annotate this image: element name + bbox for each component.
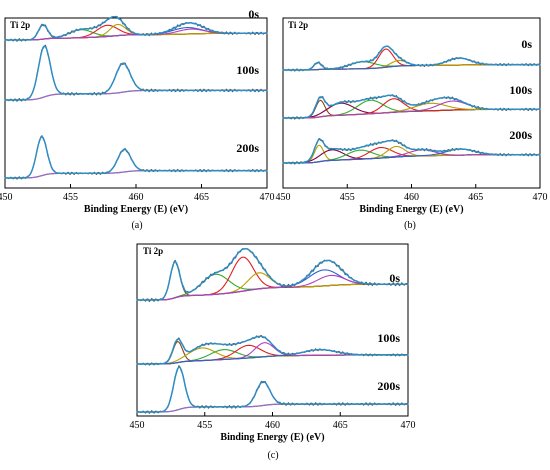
time-label: 100s	[377, 331, 400, 345]
fit-component-4	[136, 272, 409, 301]
plot-frame	[4, 17, 268, 189]
fit-component-6	[136, 349, 409, 365]
fit-component-3	[136, 349, 409, 365]
plot-frame	[136, 243, 409, 417]
x-axis-title: Binding Energy (E) (eV)	[84, 204, 188, 215]
panel-title: Ti 2p	[10, 20, 30, 30]
x-tick-label: 450	[0, 192, 13, 203]
x-axis-title: Binding Energy (E) (eV)	[359, 204, 463, 215]
background-line	[4, 89, 268, 101]
x-tick-label: 465	[468, 192, 483, 203]
envelope-line	[4, 15, 268, 41]
spectrum-100s: 100s	[4, 44, 268, 102]
x-tick-label: 455	[340, 192, 355, 203]
x-tick-label: 465	[333, 420, 348, 431]
spectrum-100s: 100s	[282, 83, 541, 120]
spectrum-0s: 0s	[4, 7, 268, 42]
x-axis-title: Binding Energy (E) (eV)	[220, 432, 324, 443]
x-tick-label: 460	[404, 192, 419, 203]
chart-panel-b: 450 455 460 465 470 Binding Energy (E) (eV) Ti…	[276, 17, 548, 231]
fit-component-4	[4, 23, 268, 41]
time-label: 200s	[236, 141, 259, 155]
spectrum-200s: 200s	[136, 365, 409, 414]
x-tick-label: 455	[197, 420, 212, 431]
chart-panel-a: 450 455 460 465 470 Binding Energy (E) (eV) Ti…	[0, 7, 275, 231]
raw-data-line	[136, 365, 409, 414]
envelope-line	[136, 247, 409, 301]
x-tick-label: 460	[129, 192, 144, 203]
raw-data-line	[282, 45, 541, 72]
raw-data-line	[4, 15, 268, 42]
raw-data-line	[282, 94, 541, 120]
background-line	[136, 403, 409, 413]
envelope-line	[282, 138, 541, 164]
time-label: 0s	[389, 271, 400, 285]
background-line	[4, 169, 268, 179]
spectrum-0s: 0s	[136, 247, 409, 303]
envelope-line	[136, 366, 409, 413]
envelope-line	[282, 45, 541, 71]
envelope-line	[4, 135, 268, 179]
plot-frame	[282, 17, 541, 189]
chart-panel-c: 450 455 460 465 470 Binding Energy (E) (eV) Ti…	[130, 243, 416, 461]
x-tick-label: 450	[130, 420, 145, 431]
panel-caption: (c)	[267, 450, 278, 461]
x-tick-label: 470	[533, 192, 548, 203]
spectrum-100s: 100s	[136, 331, 409, 366]
x-tick-label: 470	[401, 420, 416, 431]
time-label: 200s	[377, 379, 400, 393]
fit-component-1	[4, 24, 268, 41]
fit-component-7	[282, 148, 541, 164]
time-label: 200s	[509, 128, 532, 142]
x-tick-label: 465	[194, 192, 209, 203]
envelope-line	[136, 335, 409, 365]
time-label: 0s	[521, 37, 532, 51]
panel-caption: (b)	[404, 220, 416, 231]
x-tick-label: 460	[265, 420, 280, 431]
spectrum-200s: 200s	[4, 135, 268, 180]
raw-data-line	[4, 44, 268, 102]
time-label: 100s	[236, 63, 259, 77]
envelope-line	[4, 45, 268, 101]
x-tick-label: 470	[260, 192, 275, 203]
fit-component-2	[4, 148, 268, 179]
fit-component-2	[4, 62, 268, 101]
spectrum-200s: 200s	[282, 128, 541, 165]
fit-component-1	[4, 45, 268, 101]
fit-component-3	[136, 256, 409, 301]
envelope-line	[282, 94, 541, 119]
spectrum-0s: 0s	[282, 37, 541, 72]
fit-component-1	[136, 366, 409, 413]
panel-caption: (a)	[131, 220, 142, 231]
x-tick-label: 450	[276, 192, 291, 203]
panel-title: Ti 2p	[143, 246, 163, 256]
fit-component-5	[136, 342, 409, 365]
raw-data-line	[136, 248, 409, 303]
time-label: 0s	[248, 7, 259, 21]
time-label: 100s	[509, 83, 532, 97]
fit-component-3	[282, 48, 541, 71]
x-tick-label: 455	[63, 192, 78, 203]
panel-title: Ti 2p	[288, 20, 308, 30]
